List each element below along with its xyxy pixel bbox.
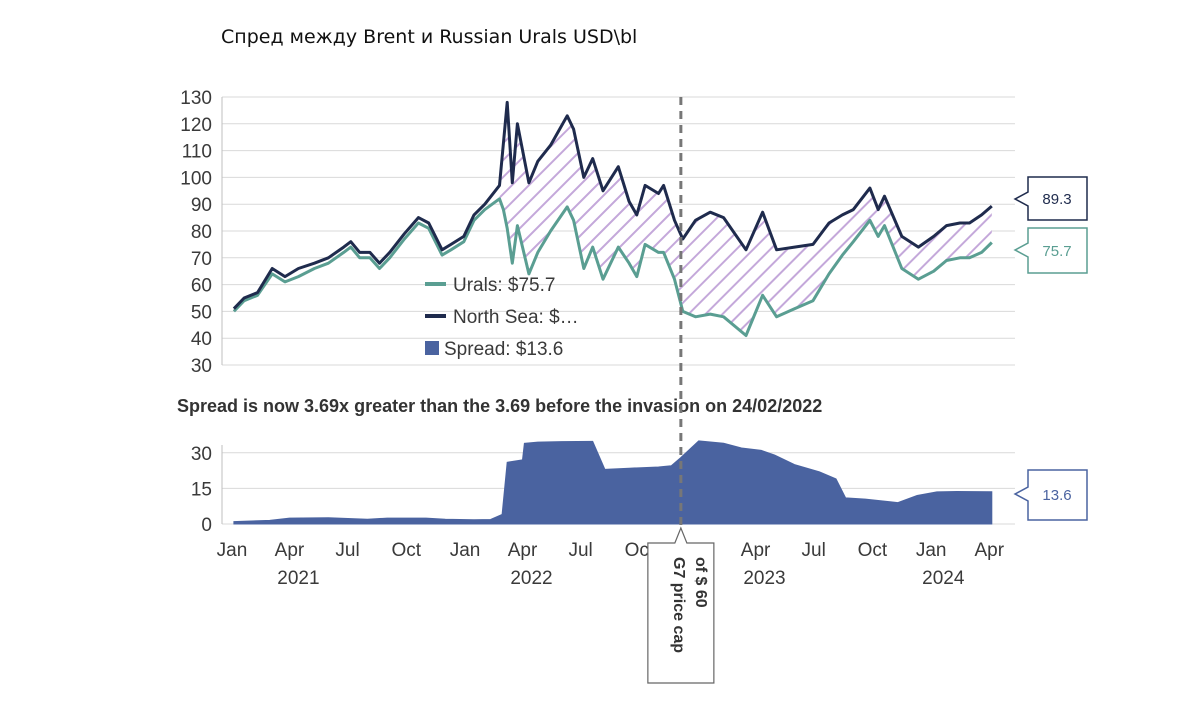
urals-end-callout: 75.7 (1013, 227, 1088, 274)
legend-northsea-label: North Sea: $… (453, 307, 579, 328)
price-legend: Urals: $75.7 North Sea: $… Spread: $13.6 (425, 275, 579, 360)
x-tick-label: Jul (335, 540, 359, 561)
x-tick-label: Apr (508, 540, 538, 561)
time-x-axis: JanAprJulOctJanAprJulOctJanAprJulOctJanA… (217, 540, 1005, 589)
legend-spread-label: Spread: $13.6 (444, 339, 563, 360)
spread-end-callout: 13.6 (1013, 469, 1088, 521)
x-tick-label: Jul (802, 540, 826, 561)
price-y-tick-label: 90 (191, 195, 212, 216)
g7-label-line: G7 price cap (670, 557, 687, 653)
spread-y-tick-label: 15 (191, 479, 212, 500)
legend-urals-label: Urals: $75.7 (453, 275, 555, 296)
spread-y-tick-label: 30 (191, 444, 212, 465)
price-y-tick-label: 60 (191, 276, 212, 297)
price-y-tick-label: 80 (191, 222, 212, 243)
x-tick-label: Jan (217, 540, 248, 561)
north-sea-line (232, 100, 993, 310)
x-tick-label: Oct (392, 540, 422, 561)
price-y-tick-label: 100 (180, 168, 212, 189)
price-y-tick-label: 50 (191, 302, 212, 323)
legend-spread-swatch (425, 341, 439, 355)
x-year-label: 2022 (510, 568, 552, 589)
x-tick-label: Jan (916, 540, 947, 561)
price-y-tick-label: 110 (182, 142, 212, 163)
spread-y-tick-label: 0 (201, 515, 212, 536)
urals-end-value: 75.7 (1042, 243, 1071, 260)
g7-callout-box (647, 526, 715, 684)
x-tick-label: Jan (450, 540, 481, 561)
x-tick-label: Apr (974, 540, 1004, 561)
spread-chart-y-axis: 30 15 0 (191, 444, 212, 536)
x-year-label: 2021 (277, 568, 319, 589)
x-tick-label: Apr (741, 540, 771, 561)
spread-area-series (233, 440, 993, 525)
x-year-label: 2024 (922, 568, 965, 589)
price-y-tick-label: 120 (180, 115, 212, 136)
spread-subtitle: Spread is now 3.69x greater than the 3.6… (177, 396, 822, 416)
x-tick-label: Apr (275, 540, 305, 561)
north-sea-end-callout: 89.3 (1013, 176, 1088, 221)
g7-label-line: of $ 60 (692, 557, 709, 608)
price-chart-y-axis: 130 120 110 100 90 80 70 60 50 40 30 (180, 88, 212, 377)
urals-line (232, 197, 993, 337)
north-sea-end-value: 89.3 (1042, 191, 1071, 208)
g7-price-cap-marker: G7 price cap of $ 60 (647, 97, 715, 684)
x-year-label: 2023 (743, 568, 785, 589)
price-lines (232, 100, 993, 337)
spread-area (233, 440, 993, 525)
spread-end-value: 13.6 (1042, 487, 1071, 504)
x-tick-label: Jul (568, 540, 592, 561)
x-tick-label: Oct (858, 540, 888, 561)
page-title: Спред между Brent и Russian Urals USD\bl (221, 26, 638, 48)
price-y-tick-label: 30 (191, 356, 212, 377)
price-y-tick-label: 70 (191, 249, 212, 270)
price-y-tick-label: 130 (180, 88, 212, 109)
price-y-tick-label: 40 (191, 329, 212, 350)
